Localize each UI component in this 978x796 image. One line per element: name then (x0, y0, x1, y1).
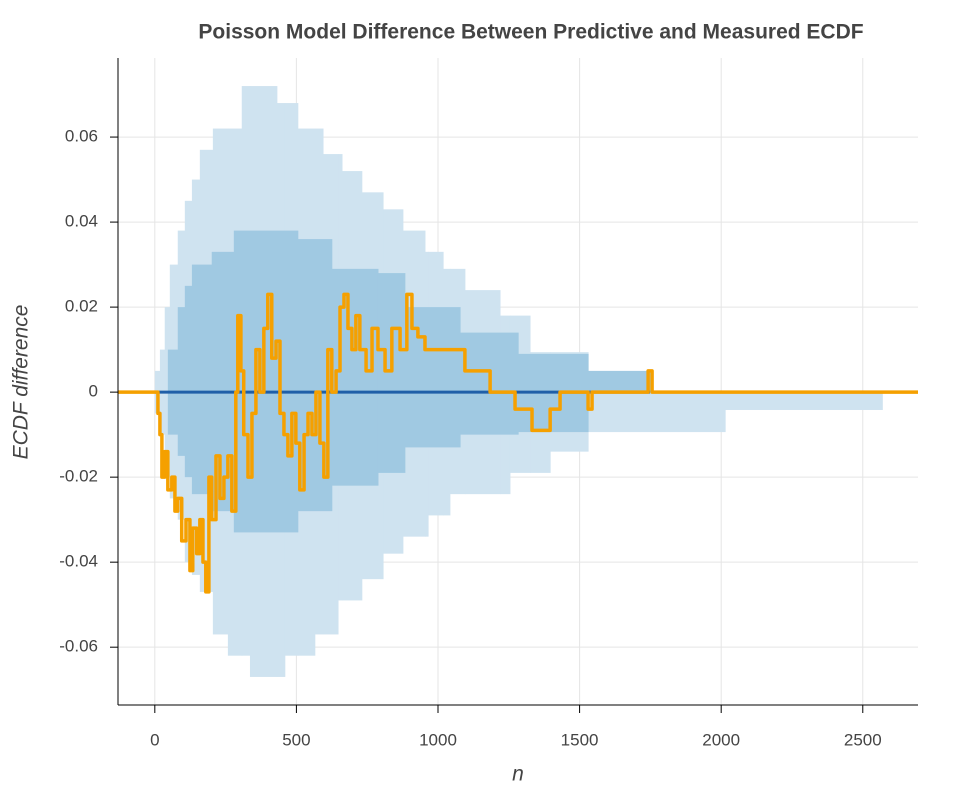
x-tick-label: 2000 (702, 730, 740, 749)
y-tick-label: 0.04 (65, 212, 98, 231)
x-tick-label: 0 (150, 730, 159, 749)
band-segment (331, 268, 379, 486)
band-segment (211, 251, 235, 512)
axes: 0 500 1000 1500 2000 2500 -0.06 -0.04 -0.02 0 0.02… (59, 58, 918, 749)
x-tick-label: 1500 (561, 730, 599, 749)
y-tick-label: -0.02 (59, 467, 98, 486)
band-segment (377, 273, 406, 473)
chart-title: Poisson Model Difference Between Predict… (198, 21, 863, 44)
y-tick-label: 0.02 (65, 297, 98, 316)
band-segment (588, 370, 651, 393)
step-line (118, 292, 918, 594)
band-segment (588, 392, 726, 433)
y-axis-label: ECDF difference (10, 305, 33, 460)
x-tick-label: 1000 (419, 730, 457, 749)
band-segment (725, 392, 883, 410)
plot-area (118, 86, 918, 677)
band-segment (191, 264, 213, 495)
band-segment (404, 307, 461, 448)
y-tick-label: 0.06 (65, 127, 98, 146)
x-tick-label: 2500 (844, 730, 882, 749)
y-tick-label: -0.06 (59, 637, 98, 656)
y-tick-label: 0 (89, 382, 98, 401)
x-tick-label: 500 (282, 730, 310, 749)
y-tick-label: -0.04 (59, 552, 98, 571)
x-axis-label: n (512, 763, 524, 786)
band-segment (177, 307, 186, 456)
band-segment (184, 285, 193, 478)
